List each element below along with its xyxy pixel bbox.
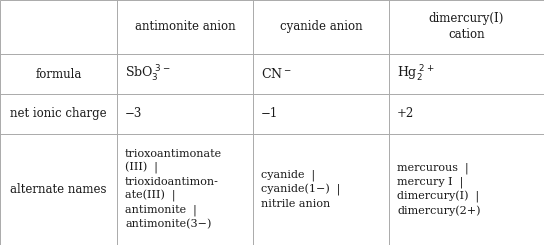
Text: dimercury(I)
cation: dimercury(I) cation	[429, 12, 504, 41]
Text: alternate names: alternate names	[10, 183, 107, 196]
Text: −3: −3	[125, 107, 143, 121]
Text: antimonite anion: antimonite anion	[135, 20, 235, 34]
Text: SbO$_3^{\ 3-}$: SbO$_3^{\ 3-}$	[125, 64, 170, 84]
Text: formula: formula	[35, 68, 82, 81]
Text: net ionic charge: net ionic charge	[10, 107, 107, 121]
Text: mercurous  |
mercury I  |
dimercury(I)  |
dimercury(2+): mercurous | mercury I | dimercury(I) | d…	[397, 162, 480, 217]
Text: Hg$_2^{\ 2+}$: Hg$_2^{\ 2+}$	[397, 64, 435, 84]
Text: +2: +2	[397, 107, 415, 121]
Text: trioxoantimonate
(III)  |
trioxidoantimon-
ate(III)  |
antimonite  |
antimonite(: trioxoantimonate (III) | trioxidoantimon…	[125, 149, 222, 230]
Text: cyanide anion: cyanide anion	[280, 20, 362, 34]
Text: CN$^-$: CN$^-$	[261, 67, 292, 81]
Text: −1: −1	[261, 107, 279, 121]
Text: cyanide  |
cyanide(1−)  |
nitrile anion: cyanide | cyanide(1−) | nitrile anion	[261, 170, 341, 209]
